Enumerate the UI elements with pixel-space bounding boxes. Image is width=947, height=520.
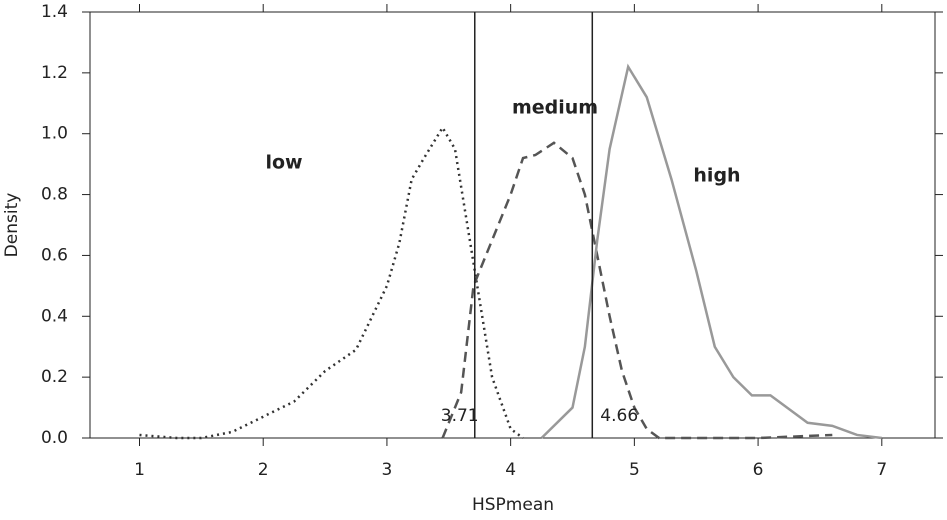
y-tick-label: 0.0 — [41, 428, 68, 448]
x-tick-label: 5 — [629, 460, 640, 480]
cutoff-label: 4.66 — [600, 406, 638, 426]
x-tick-label: 1 — [134, 460, 145, 480]
cutoff-label: 3.71 — [441, 406, 479, 426]
density-line — [441, 141, 833, 440]
y-tick-label: 0.8 — [41, 185, 68, 205]
plot-frame — [89, 11, 936, 439]
group-label: medium — [512, 97, 598, 119]
x-axis-label: HSPmean — [472, 495, 554, 515]
y-tick-label: 0.6 — [41, 245, 68, 265]
x-tick-label: 3 — [382, 460, 393, 480]
y-tick-label: 1.2 — [41, 63, 68, 83]
density-line — [540, 63, 882, 440]
density-line — [139, 125, 524, 440]
y-tick-label: 1.4 — [41, 2, 68, 22]
x-tick-label: 6 — [753, 460, 764, 480]
group-label: high — [693, 165, 740, 187]
x-tick-label: 2 — [258, 460, 269, 480]
y-tick-label: 0.2 — [41, 367, 68, 387]
y-tick-label: 0.4 — [41, 306, 68, 326]
x-tick-label: 7 — [876, 460, 887, 480]
x-tick-label: 4 — [505, 460, 516, 480]
group-label: low — [265, 152, 302, 174]
y-axis-label: Density — [2, 193, 22, 258]
y-tick-label: 1.0 — [41, 124, 68, 144]
